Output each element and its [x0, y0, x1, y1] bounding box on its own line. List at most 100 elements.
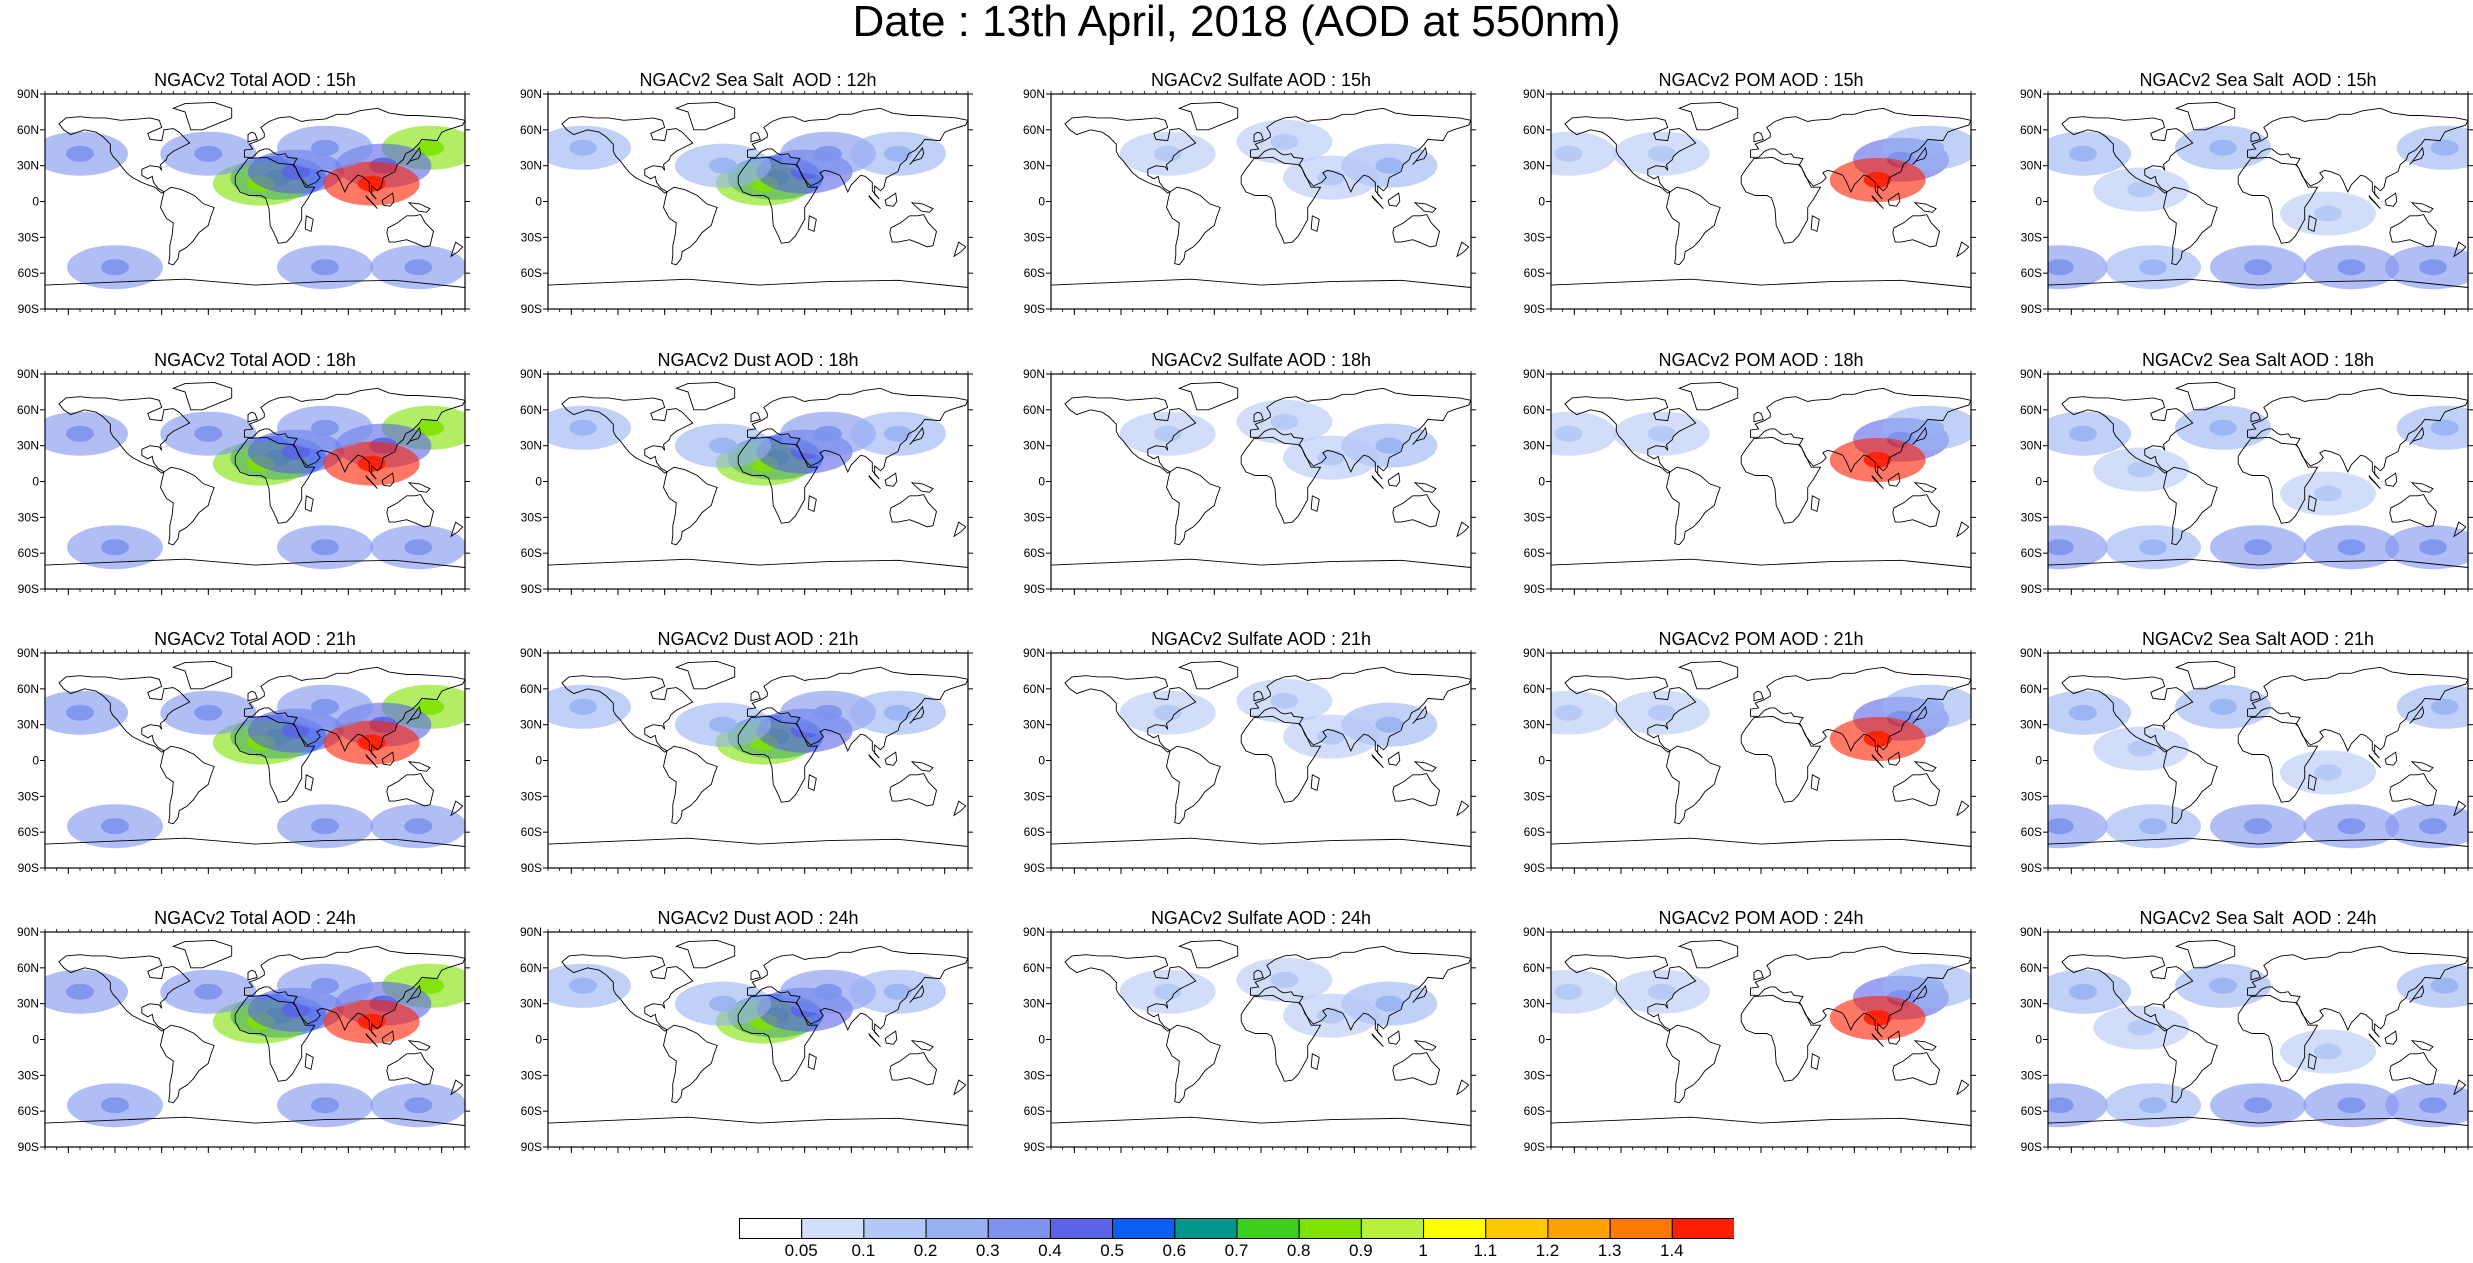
landmass-outline	[304, 1053, 314, 1071]
landmass-outline	[2163, 1024, 2218, 1104]
landmass-outline	[2409, 984, 2425, 1003]
landmass-outline	[1913, 202, 1937, 213]
lon-label: 40E	[794, 599, 815, 600]
lat-label: 30S	[1024, 789, 1045, 803]
lon-label: 80E	[338, 319, 359, 320]
lat-label: 60S	[18, 266, 39, 280]
lon-label: 120E	[381, 878, 409, 879]
lon-label: 160W	[2056, 878, 2088, 879]
lon-label: 40W	[196, 878, 221, 879]
landmass-outline	[953, 241, 967, 258]
aod-core	[2209, 977, 2237, 994]
aod-core	[1153, 983, 1182, 1000]
map-panel: NGACv2 Total AOD : 21h 90N 60N 30N 0 30S 60S 90…	[0, 629, 470, 879]
lon-label: 160W	[556, 599, 588, 600]
lat-label: 0	[535, 475, 542, 489]
lat-label: 30S	[2021, 1068, 2042, 1082]
lon-label: 120W	[2102, 599, 2134, 600]
landmass-outline	[1956, 1079, 1970, 1096]
lon-label: 0	[755, 1157, 762, 1158]
lat-label: 90S	[1524, 582, 1545, 596]
antarctica-outline	[45, 558, 465, 568]
aod-blob	[1551, 131, 1617, 176]
antarctica-outline	[548, 278, 968, 288]
lon-label: 40W	[699, 319, 724, 320]
landmass-outline	[674, 939, 736, 969]
map-panel: NGACv2 Sea Salt AOD : 15h 90N 60N 30N 0 30S 60…	[2003, 70, 2473, 320]
lat-label: 0	[32, 1033, 39, 1047]
aod-core	[1270, 692, 1299, 709]
aod-field	[548, 963, 946, 1044]
lon-label: 160E	[428, 319, 456, 320]
landmass-outline	[1177, 939, 1239, 969]
world-map: 90N 60N 30N 0 30S 60S 90S 160W 120W 80W 40W 0 40E 80E…	[1523, 646, 1976, 879]
map-panel: NGACv2 POM AOD : 24h 90N 60N 30N 0 30S 60S 90S 1…	[1506, 908, 1976, 1158]
aod-field	[548, 684, 946, 765]
lat-label: 60S	[521, 546, 542, 560]
aod-core	[311, 1097, 339, 1114]
lat-label: 90S	[1024, 861, 1045, 875]
lon-label: 40E	[794, 878, 815, 879]
landmass-outline	[1564, 396, 1697, 474]
lon-label: 0	[2255, 319, 2262, 320]
landmass-outline	[953, 1079, 967, 1096]
landmass-outline	[1177, 660, 1239, 690]
lat-label: 30N	[2020, 159, 2042, 173]
landmass-outline	[1413, 1040, 1437, 1051]
lon-label: 160E	[931, 878, 959, 879]
landmass-outline	[1753, 690, 1764, 702]
lon-label: 0	[252, 878, 259, 879]
lat-label: 0	[1038, 1033, 1045, 1047]
aod-core	[2069, 145, 2097, 162]
aod-core	[101, 818, 129, 835]
aod-core	[311, 977, 339, 994]
lat-label: 30N	[1523, 997, 1545, 1011]
world-map: 90N 60N 30N 0 30S 60S 90S 160W 120W 80W 40W 0 40E 80E…	[520, 646, 973, 879]
landmass-outline	[304, 774, 314, 792]
landmass-outline	[1740, 994, 1822, 1082]
lon-label: 160W	[1059, 878, 1091, 879]
antarctica-outline	[548, 1116, 968, 1126]
landmass-outline	[234, 715, 316, 803]
lat-label: 60S	[1524, 1104, 1545, 1118]
colorbar-label: 0.1	[852, 1241, 876, 1258]
lon-label: 120E	[1887, 319, 1915, 320]
landmass-outline	[2247, 666, 2468, 759]
lat-label: 0	[1038, 754, 1045, 768]
lon-label: 120W	[1605, 599, 1637, 600]
aod-core	[311, 259, 339, 276]
coastlines	[1051, 939, 1471, 1126]
landmass-outline	[304, 215, 314, 233]
aod-core	[2244, 259, 2272, 276]
landmass-outline	[1166, 1024, 1221, 1104]
landmass-outline	[365, 475, 378, 490]
aod-core	[2430, 698, 2459, 715]
lat-label: 30S	[521, 510, 542, 524]
lon-label: 160E	[1934, 1157, 1962, 1158]
landmass-outline	[365, 1033, 378, 1048]
aod-core	[2127, 181, 2156, 198]
landmass-outline	[2409, 705, 2425, 724]
landmass-outline	[247, 969, 258, 981]
lon-label: 120W	[1605, 319, 1637, 320]
antarctica-outline	[1551, 558, 1971, 568]
lat-label: 60S	[1024, 825, 1045, 839]
world-map: 90N 60N 30N 0 30S 60S 90S 160W 120W 80W 40W 0 40E 80E…	[1023, 87, 1476, 320]
lat-label: 0	[1038, 195, 1045, 209]
aod-core	[101, 259, 129, 276]
aod-core	[884, 983, 912, 1000]
landmass-outline	[1387, 192, 1401, 207]
map-panel: NGACv2 Sea Salt AOD : 21h 90N 60N 30N 0 30S 60…	[2003, 629, 2473, 879]
panel-title: NGACv2 POM AOD : 21h	[1658, 629, 1864, 649]
lon-label: 0	[1758, 599, 1765, 600]
aod-core	[709, 995, 737, 1012]
landmass-outline	[1064, 396, 1197, 474]
landmass-outline	[2384, 1030, 2398, 1045]
landmass-outline	[1753, 411, 1764, 423]
landmass-outline	[1253, 411, 1264, 423]
lat-label: 90N	[1523, 925, 1545, 939]
aod-core	[2069, 704, 2097, 721]
lat-label: 60S	[2021, 266, 2042, 280]
aod-core	[1317, 449, 1345, 466]
landmass-outline	[747, 107, 968, 200]
